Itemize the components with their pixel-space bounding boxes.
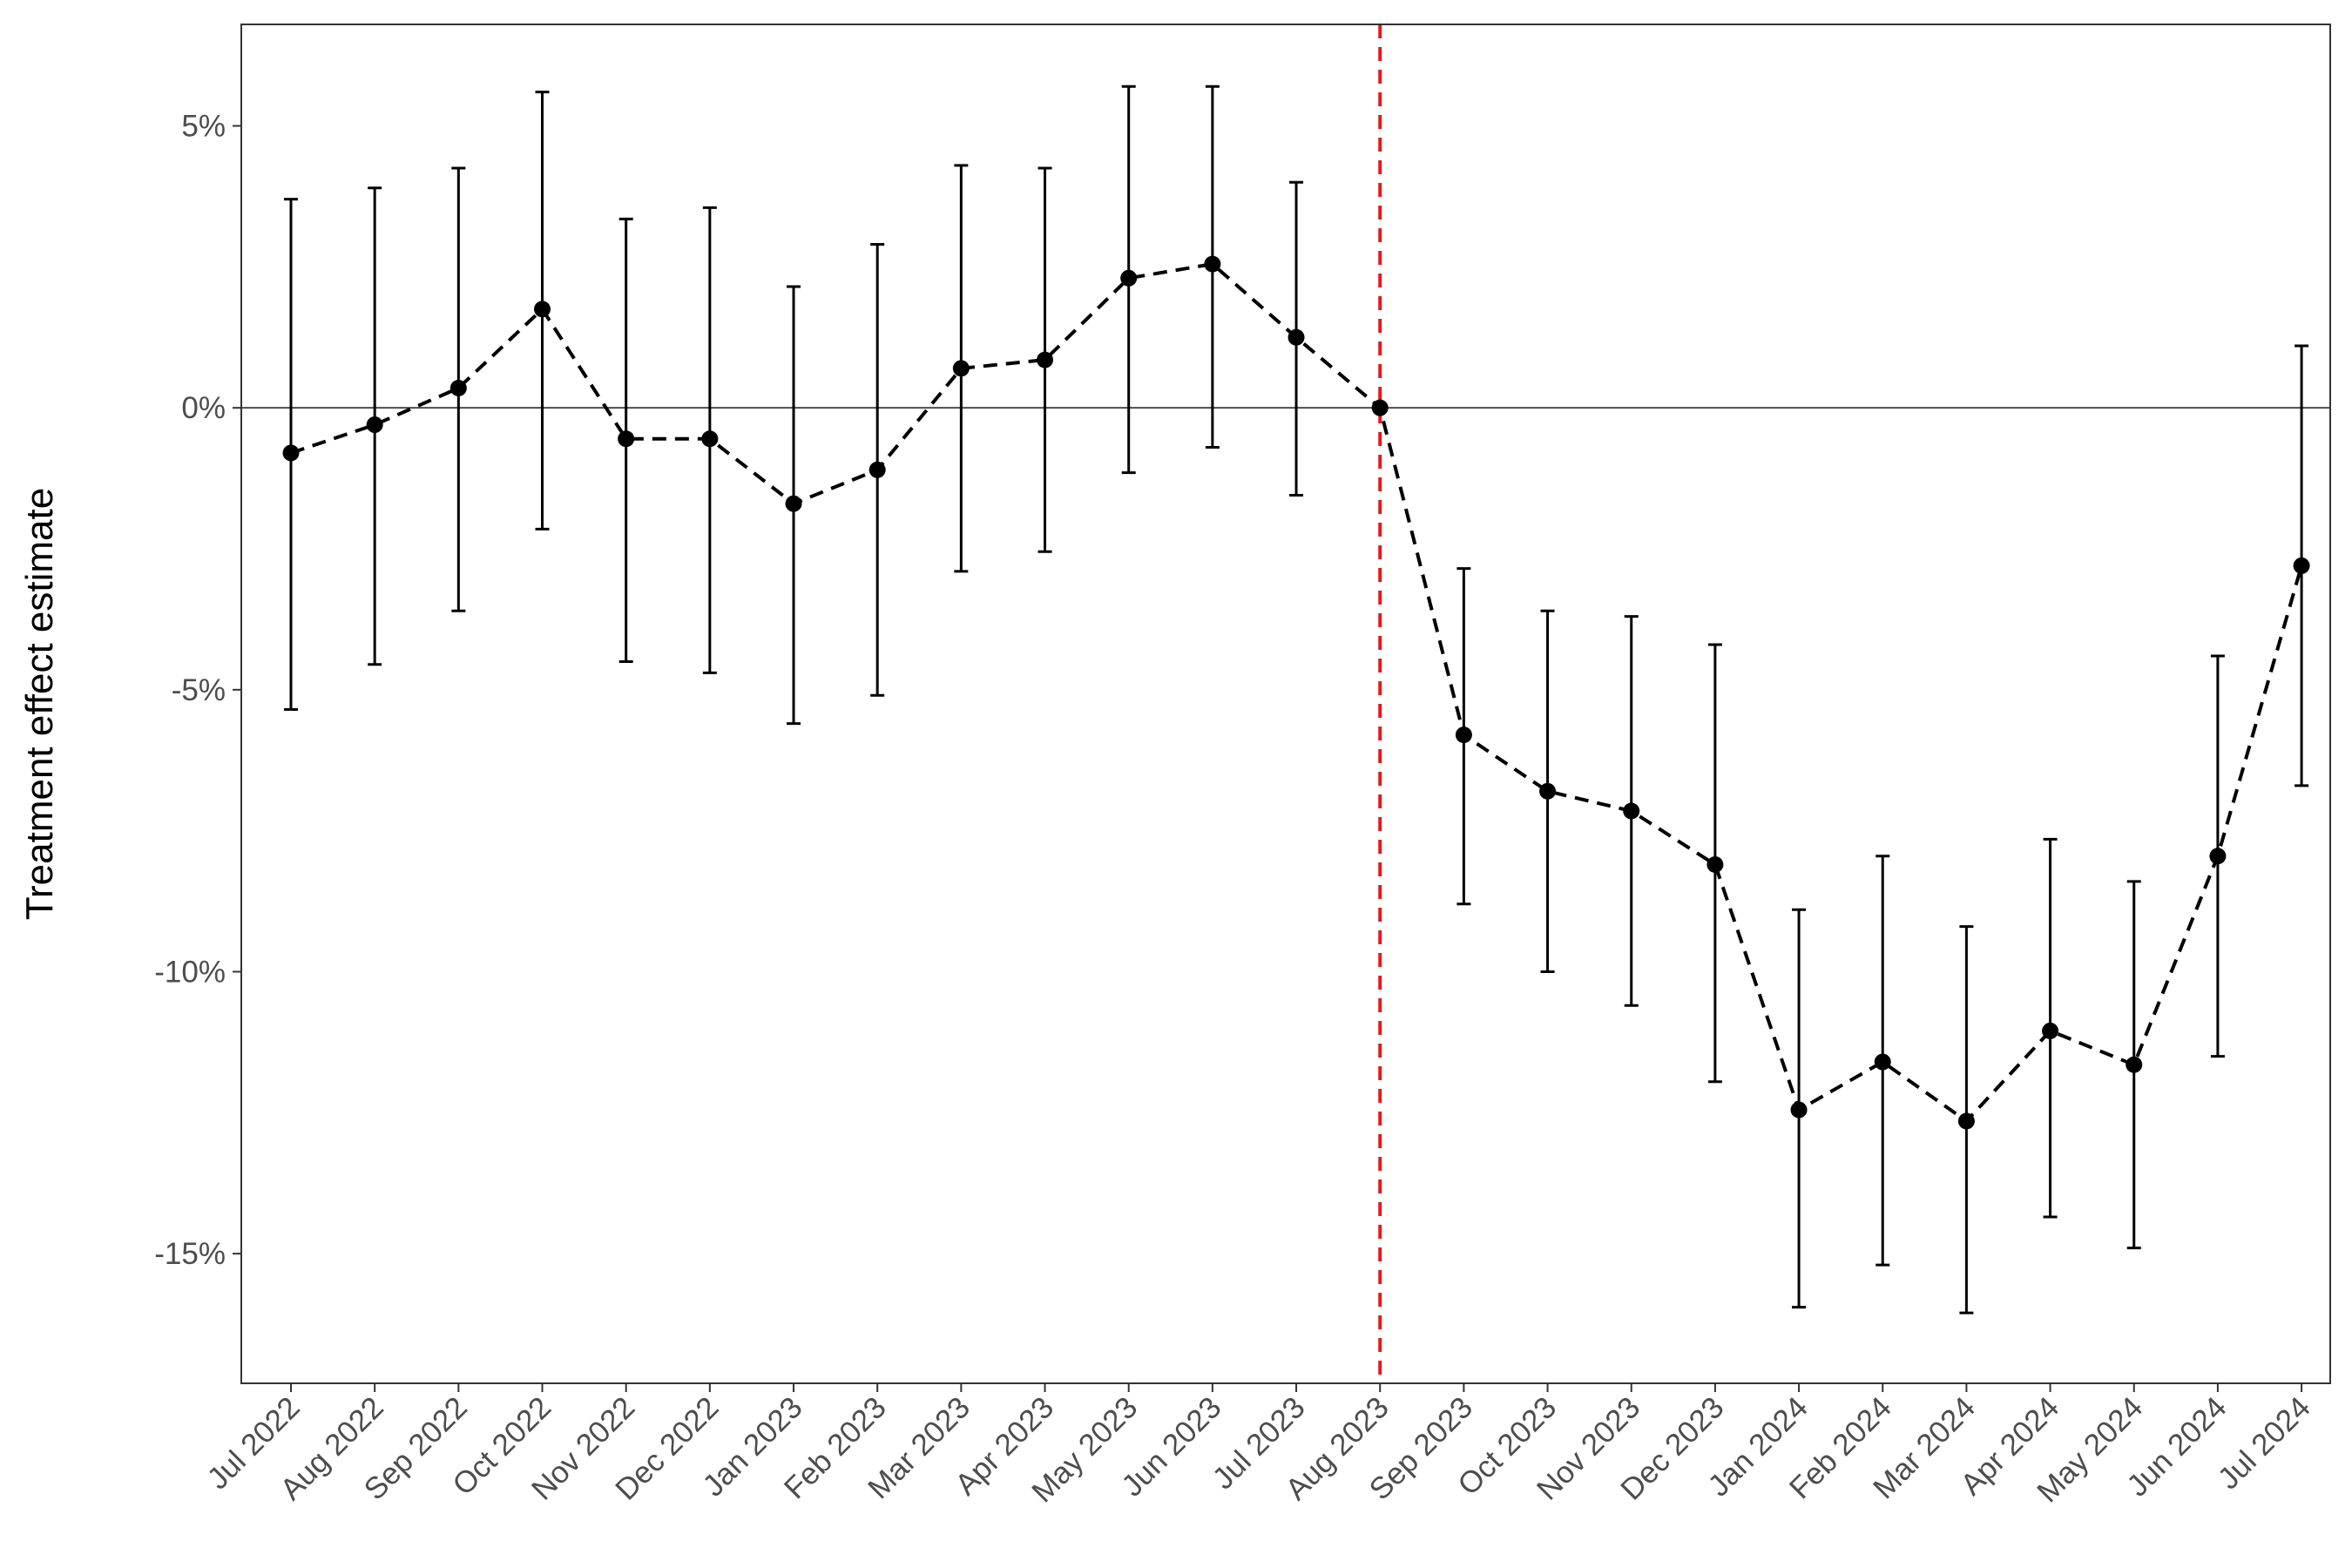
data-point-aug-2022 [366, 416, 383, 434]
data-point-dec-2022 [701, 430, 719, 448]
data-point-may-2024 [2126, 1056, 2143, 1073]
estimate-points [282, 255, 2310, 1130]
y-axis: 5% 0% -5% -10% -15% [154, 110, 241, 1271]
data-point-nov-2022 [618, 430, 635, 448]
y-tick-label-15: -15% [154, 1237, 226, 1271]
data-point-sep-2023 [1455, 727, 1472, 744]
data-point-oct-2022 [534, 301, 551, 318]
data-point-mar-2024 [1957, 1112, 1975, 1130]
y-tick-label-0: 0% [181, 391, 226, 425]
data-point-jan-2024 [1790, 1101, 1808, 1119]
data-point-jul-2023 [1288, 328, 1305, 346]
data-point-apr-2024 [2042, 1022, 2059, 1039]
y-tick-label-10: -10% [154, 955, 226, 989]
data-point-jun-2023 [1204, 255, 1221, 273]
data-point-jun-2024 [2209, 848, 2227, 865]
y-axis-title: Treatment effect estimate [18, 488, 61, 920]
data-point-apr-2023 [1037, 351, 1054, 368]
data-point-nov-2023 [1623, 802, 1640, 820]
data-point-feb-2024 [1874, 1053, 1891, 1071]
data-point-jan-2023 [785, 495, 802, 512]
data-point-sep-2022 [449, 380, 467, 397]
plot-panel-border [240, 24, 2331, 1384]
data-point-dec-2023 [1707, 855, 1724, 873]
data-point-mar-2023 [952, 360, 970, 377]
data-point-jul-2022 [282, 444, 300, 462]
data-point-may-2023 [1120, 269, 1138, 287]
data-point-jul-2024 [2293, 557, 2310, 574]
data-point-oct-2023 [1539, 782, 1557, 800]
data-point-aug-2023 [1371, 399, 1389, 416]
y-tick-label-5: 5% [181, 110, 226, 144]
y-tick-label-5: -5% [172, 673, 226, 707]
data-point-feb-2023 [868, 461, 886, 478]
